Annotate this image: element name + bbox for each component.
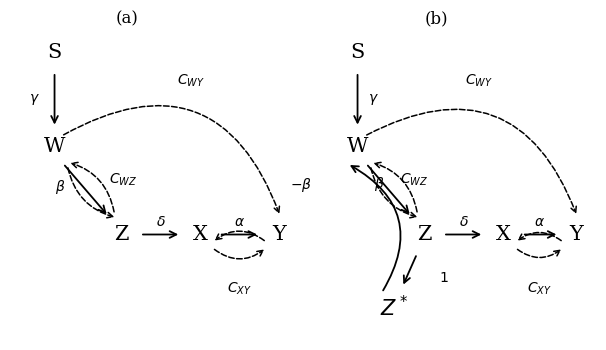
Text: $\alpha$: $\alpha$ — [234, 215, 245, 229]
FancyArrowPatch shape — [367, 109, 576, 212]
FancyArrowPatch shape — [446, 231, 479, 238]
FancyArrowPatch shape — [64, 106, 279, 212]
Text: $C_{WY}$: $C_{WY}$ — [465, 72, 493, 89]
Text: $1$: $1$ — [439, 271, 449, 285]
Text: $C_{WZ}$: $C_{WZ}$ — [109, 172, 137, 188]
FancyArrowPatch shape — [525, 231, 554, 238]
Text: $C_{WZ}$: $C_{WZ}$ — [400, 172, 428, 188]
FancyArrowPatch shape — [72, 162, 114, 212]
Text: $\gamma$: $\gamma$ — [28, 92, 39, 107]
Text: $C_{WY}$: $C_{WY}$ — [177, 72, 205, 89]
FancyArrowPatch shape — [68, 168, 113, 218]
FancyArrowPatch shape — [519, 232, 561, 240]
Text: Z: Z — [114, 225, 128, 244]
FancyArrowPatch shape — [354, 75, 361, 122]
Text: Y: Y — [569, 225, 582, 244]
Text: S: S — [350, 43, 365, 62]
Text: S: S — [47, 43, 62, 62]
Text: Y: Y — [272, 225, 285, 244]
FancyArrowPatch shape — [216, 231, 264, 240]
FancyArrowPatch shape — [351, 166, 401, 290]
Text: $-\beta$: $-\beta$ — [290, 176, 312, 195]
Text: $\alpha$: $\alpha$ — [534, 215, 545, 229]
FancyArrowPatch shape — [371, 168, 416, 218]
FancyArrowPatch shape — [375, 162, 417, 212]
FancyArrowPatch shape — [518, 250, 560, 258]
Text: Z: Z — [417, 225, 431, 244]
FancyArrowPatch shape — [404, 256, 416, 283]
FancyArrowPatch shape — [143, 231, 176, 238]
Text: $C_{XY}$: $C_{XY}$ — [227, 281, 252, 297]
Text: W: W — [44, 138, 65, 156]
Text: $\gamma$: $\gamma$ — [368, 92, 379, 107]
Text: X: X — [496, 225, 510, 244]
FancyArrowPatch shape — [222, 231, 255, 238]
Text: $\delta$: $\delta$ — [156, 215, 165, 229]
Text: X: X — [193, 225, 207, 244]
FancyArrowPatch shape — [215, 250, 263, 259]
Text: $\beta$: $\beta$ — [55, 178, 66, 196]
Text: $C_{XY}$: $C_{XY}$ — [527, 281, 552, 297]
FancyArrowPatch shape — [368, 166, 408, 213]
FancyArrowPatch shape — [65, 166, 105, 213]
Text: W: W — [347, 138, 368, 156]
Text: (b): (b) — [425, 10, 448, 28]
Text: (a): (a) — [116, 10, 139, 28]
FancyArrowPatch shape — [51, 75, 58, 122]
Text: $\delta$: $\delta$ — [459, 215, 468, 229]
Text: $Z^*$: $Z^*$ — [380, 295, 408, 321]
Text: $\beta$: $\beta$ — [375, 175, 385, 193]
